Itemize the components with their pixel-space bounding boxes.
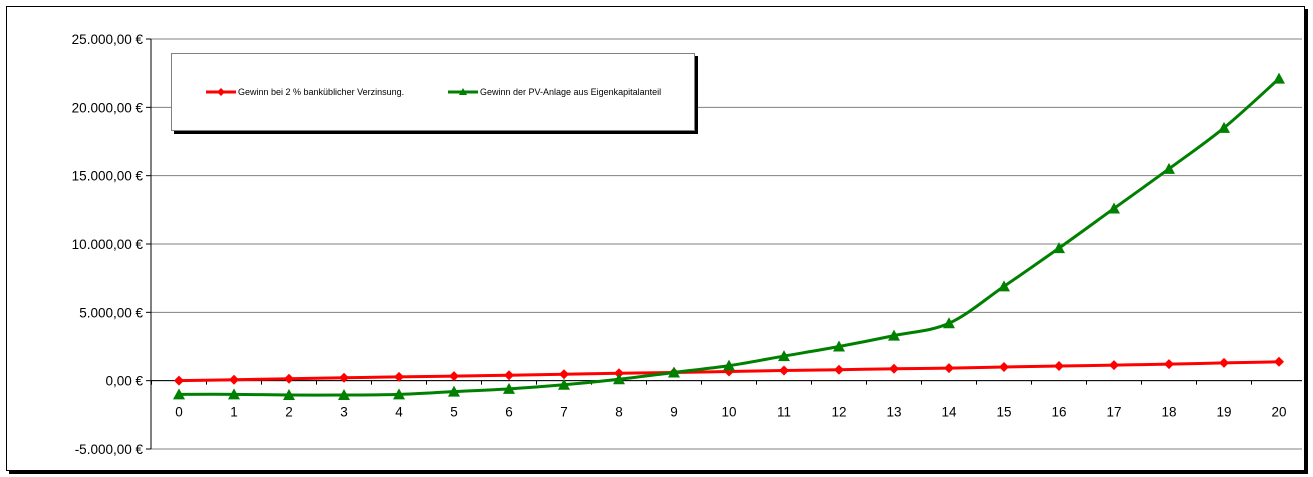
y-tick-label: 10.000,00 € bbox=[72, 237, 144, 252]
x-tick-label: 9 bbox=[670, 405, 678, 420]
y-tick-label: 20.000,00 € bbox=[72, 100, 144, 115]
data-point-triangle bbox=[228, 388, 240, 400]
x-tick-label: 10 bbox=[721, 405, 736, 420]
data-point-diamond bbox=[1164, 359, 1174, 370]
data-point-triangle bbox=[998, 280, 1010, 292]
series-lines bbox=[173, 72, 1285, 401]
data-point-triangle bbox=[778, 350, 790, 362]
x-tick-labels: 0 1 2 3 4 5 6 7 8 9 10 11 12 13 14 15 16 17 18 19 20 bbox=[175, 405, 1286, 420]
x-tick-label: 14 bbox=[941, 405, 957, 420]
y-tick-label: 0,00 € bbox=[105, 374, 143, 389]
data-point-diamond bbox=[284, 373, 294, 384]
legend: Gewinn bei 2 % banküblicher Verzinsung. … bbox=[171, 53, 695, 131]
data-point-diamond bbox=[394, 371, 404, 382]
data-point-diamond bbox=[889, 363, 899, 374]
data-point-triangle bbox=[173, 388, 185, 400]
data-point-triangle bbox=[503, 382, 515, 394]
data-point-diamond bbox=[779, 365, 789, 376]
y-tick-label: 25.000,00 € bbox=[72, 32, 144, 47]
data-point-diamond bbox=[834, 364, 844, 375]
data-point-triangle bbox=[833, 340, 845, 352]
x-tick-label: 20 bbox=[1271, 405, 1286, 420]
x-tick-label: 3 bbox=[340, 405, 348, 420]
x-tick-label: 0 bbox=[175, 405, 183, 420]
data-point-diamond bbox=[999, 362, 1009, 372]
legend-entry-bank-interest: Gewinn bei 2 % banküblicher Verzinsung. bbox=[206, 86, 404, 98]
x-tick-label: 7 bbox=[560, 405, 568, 420]
x-tick-label: 6 bbox=[505, 405, 513, 420]
x-tick-label: 1 bbox=[230, 405, 238, 420]
data-point-diamond bbox=[449, 371, 459, 382]
x-tick-label: 18 bbox=[1161, 405, 1176, 420]
data-point-triangle bbox=[1273, 72, 1285, 84]
data-point-diamond bbox=[944, 363, 954, 374]
data-point-triangle bbox=[668, 366, 680, 378]
data-point-diamond bbox=[559, 369, 569, 380]
legend-entry-pv-profit: Gewinn der PV-Anlage aus Eigenkapitalant… bbox=[448, 86, 661, 98]
x-tick-label: 13 bbox=[886, 405, 901, 420]
data-point-diamond bbox=[504, 370, 514, 381]
data-point-diamond bbox=[1109, 360, 1119, 371]
data-point-diamond bbox=[174, 375, 184, 386]
data-point-diamond bbox=[339, 372, 349, 383]
data-point-diamond bbox=[1274, 356, 1284, 367]
x-tick-label: 5 bbox=[450, 405, 458, 420]
data-point-triangle bbox=[888, 329, 900, 341]
y-tick-label: 5.000,00 € bbox=[79, 305, 143, 320]
data-point-triangle bbox=[723, 359, 735, 371]
x-tick-label: 17 bbox=[1106, 405, 1121, 420]
x-tick-label: 11 bbox=[777, 405, 791, 420]
data-point-triangle bbox=[1163, 162, 1175, 174]
data-point-triangle bbox=[558, 378, 570, 390]
x-tick-label: 8 bbox=[615, 405, 623, 420]
data-point-triangle bbox=[613, 373, 625, 385]
legend-label-bank-interest: Gewinn bei 2 % banküblicher Verzinsung. bbox=[238, 87, 405, 97]
data-point-diamond bbox=[229, 374, 239, 385]
data-point-diamond bbox=[1054, 361, 1064, 372]
data-point-triangle bbox=[943, 317, 955, 329]
data-point-triangle bbox=[338, 389, 350, 401]
data-point-triangle bbox=[1218, 121, 1230, 133]
data-point-triangle bbox=[283, 389, 295, 401]
data-point-triangle bbox=[1108, 202, 1120, 214]
data-point-triangle bbox=[1053, 242, 1065, 254]
x-tick-label: 19 bbox=[1216, 405, 1231, 420]
legend-label-pv-profit: Gewinn der PV-Anlage aus Eigenkapitalant… bbox=[480, 87, 662, 97]
x-tick-label: 2 bbox=[285, 405, 293, 420]
legend-swatch-red-diamond bbox=[206, 88, 236, 96]
x-tick-label: 4 bbox=[395, 405, 403, 420]
y-tick-label: -5.000,00 € bbox=[75, 442, 144, 457]
data-point-triangle bbox=[448, 385, 460, 397]
x-tick-label: 12 bbox=[831, 405, 846, 420]
data-point-diamond bbox=[1219, 357, 1229, 368]
data-point-triangle bbox=[393, 388, 405, 400]
chart-frame: -5.000,00 €0,00 €5.000,00 €10.000,00 €15… bbox=[6, 6, 1305, 471]
data-point-diamond bbox=[614, 368, 624, 379]
y-tick-labels: -5.000,00 € 0,00 € 5.000,00 € 10.000,00 € 15… bbox=[72, 32, 144, 457]
y-tick-label: 15.000,00 € bbox=[72, 169, 144, 184]
x-tick-label: 15 bbox=[996, 405, 1011, 420]
legend-swatch-green-triangle bbox=[448, 88, 478, 95]
x-tick-label: 16 bbox=[1051, 405, 1066, 420]
